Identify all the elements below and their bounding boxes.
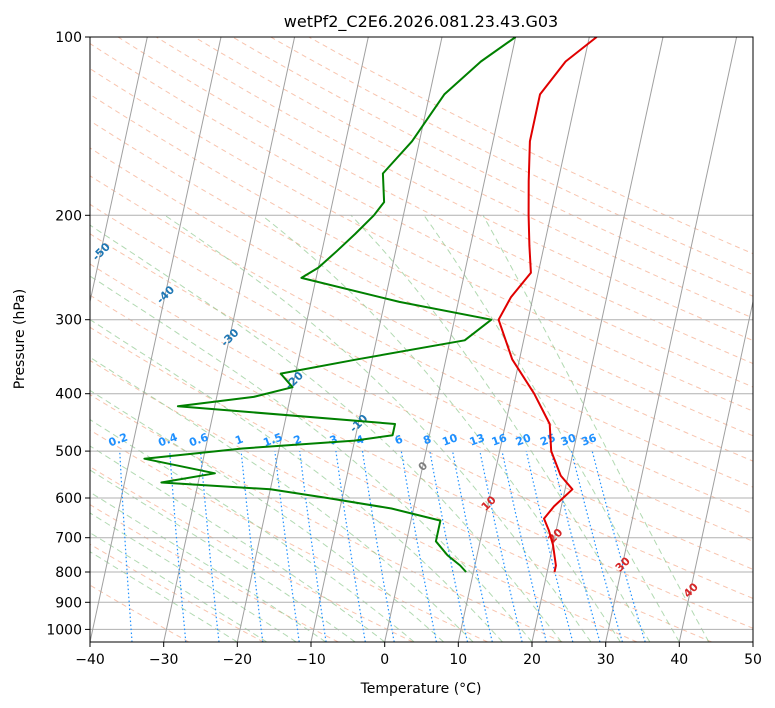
axes: −40 −30 −20 −10 0 10 20 30 40 5010020030040050060…	[46, 30, 762, 668]
mixing-ratio-line	[550, 450, 601, 642]
moist-adiabat-line	[90, 224, 562, 642]
mixing-ratio-line	[570, 450, 623, 642]
x-tick-label: −40	[75, 652, 105, 668]
isotherm-line	[310, 37, 443, 642]
y-tick-label: 100	[55, 30, 82, 46]
x-tick-label: 30	[597, 652, 615, 668]
chart-title: wetPf2_C2E6.2026.081.23.43.G03	[284, 12, 558, 32]
mixing-ratio-label: 13	[468, 431, 487, 448]
plot-frame	[89, 36, 754, 643]
temperature-profile-line	[497, 37, 598, 573]
dry-adiabat-line	[90, 263, 753, 599]
moist-adiabat-line	[90, 469, 356, 642]
dewpoint-profile-line	[143, 37, 517, 573]
mixing-ratio-line	[429, 450, 469, 642]
mixing-ratio-label: 0.4	[157, 430, 180, 449]
dry-adiabat-line	[90, 42, 753, 388]
isotherm-line	[531, 37, 664, 642]
mixing-ratio-line	[501, 450, 547, 642]
mixing-ratio-line	[240, 451, 264, 642]
x-tick-label: 0	[380, 652, 389, 668]
mixing-ratio-label: 6	[393, 432, 405, 447]
mixing-ratio-label: 3	[328, 433, 340, 448]
mixing-ratio-label: 0.2	[107, 431, 130, 450]
moist-adiabat-line	[423, 215, 680, 642]
dry-adiabat-line	[90, 233, 753, 570]
mixing-ratio-line	[335, 451, 366, 642]
isotherm-line	[163, 37, 296, 642]
mixing-ratio-label: 8	[421, 433, 433, 448]
x-axis-label: Temperature (°C)	[360, 681, 482, 697]
isotherm-line	[457, 37, 590, 642]
mixing-ratio-label: 30	[559, 431, 578, 449]
isotherm-line	[90, 37, 148, 304]
dry-adiabat-line	[90, 429, 488, 642]
mixing-ratio-label: 20	[514, 431, 533, 449]
isotherm-line	[236, 37, 369, 642]
y-tick-label: 900	[55, 595, 82, 611]
mixing-ratio-label: 2	[292, 433, 304, 448]
dry-adiabat-line	[90, 120, 753, 462]
dry-adiabat-line	[194, 37, 753, 319]
x-tick-label: −10	[296, 652, 326, 668]
mixing-ratio-label: 36	[580, 431, 599, 449]
x-tick-label: −30	[149, 652, 179, 668]
x-tick-label: 20	[523, 652, 541, 668]
mixing-ratio-line	[452, 450, 493, 642]
mixing-ratio-line	[299, 451, 327, 642]
dry-adiabat-line	[155, 37, 753, 342]
dry-adiabat-line	[90, 203, 753, 542]
mixing-ratio-line	[361, 451, 395, 642]
plot-area: 0.10.20.40.611.52346810131620253036-100-…	[90, 37, 753, 642]
moist-adiabat-line	[90, 551, 238, 642]
x-tick-label: 40	[670, 652, 688, 668]
mixing-ratio-line	[274, 451, 300, 642]
y-tick-label: 300	[55, 313, 82, 329]
mixing-ratio-line	[591, 450, 646, 642]
moist-adiabat-line	[261, 214, 621, 642]
isotherm-line	[90, 37, 222, 642]
mixing-ratio-line	[525, 450, 574, 642]
moist-adiabat-line	[90, 532, 268, 642]
moist-adiabat-line	[90, 319, 503, 642]
mixing-ratio-label: 10	[440, 431, 459, 449]
mixing-ratio-label: 16	[490, 431, 509, 449]
mixing-ratio-line	[479, 450, 523, 642]
y-tick-label: 800	[55, 565, 82, 581]
dry-adiabat-line	[90, 326, 712, 642]
y-tick-label: 400	[55, 387, 82, 403]
y-tick-label: 200	[55, 208, 82, 224]
moist-adiabat-line	[90, 445, 385, 642]
x-tick-label: −20	[223, 652, 253, 668]
moist-adiabat-line	[90, 356, 474, 642]
isotherm-line	[384, 37, 517, 642]
y-tick-label: 700	[55, 531, 82, 547]
moist-adiabat-line	[482, 215, 710, 642]
x-tick-label: 10	[449, 652, 467, 668]
dry-adiabat-line	[90, 504, 339, 642]
y-tick-label: 1000	[46, 622, 82, 638]
moist-adiabat-line	[164, 214, 592, 642]
mixing-ratio-label: 25	[538, 431, 557, 448]
y-tick-label: 500	[55, 444, 82, 460]
dry-adiabat-line	[90, 466, 414, 642]
y-tick-label: 600	[55, 491, 82, 507]
isotherm-line	[605, 37, 738, 642]
mixing-ratio-label: 1.5	[261, 431, 284, 450]
isotherm-line	[678, 299, 753, 642]
moist-adiabat-line	[90, 275, 533, 642]
mixing-ratio-label: 0.6	[187, 430, 210, 449]
moist-adiabat-line	[350, 214, 651, 642]
x-tick-label: 50	[744, 652, 762, 668]
dry-adiabat-line	[90, 93, 753, 437]
dry-adiabat-line	[308, 37, 753, 255]
dry-adiabat-line	[90, 68, 753, 412]
y-axis-label: Pressure (hPa)	[12, 289, 28, 389]
mixing-ratio-label: 1	[233, 433, 245, 448]
mixing-ratio-line	[400, 450, 437, 642]
